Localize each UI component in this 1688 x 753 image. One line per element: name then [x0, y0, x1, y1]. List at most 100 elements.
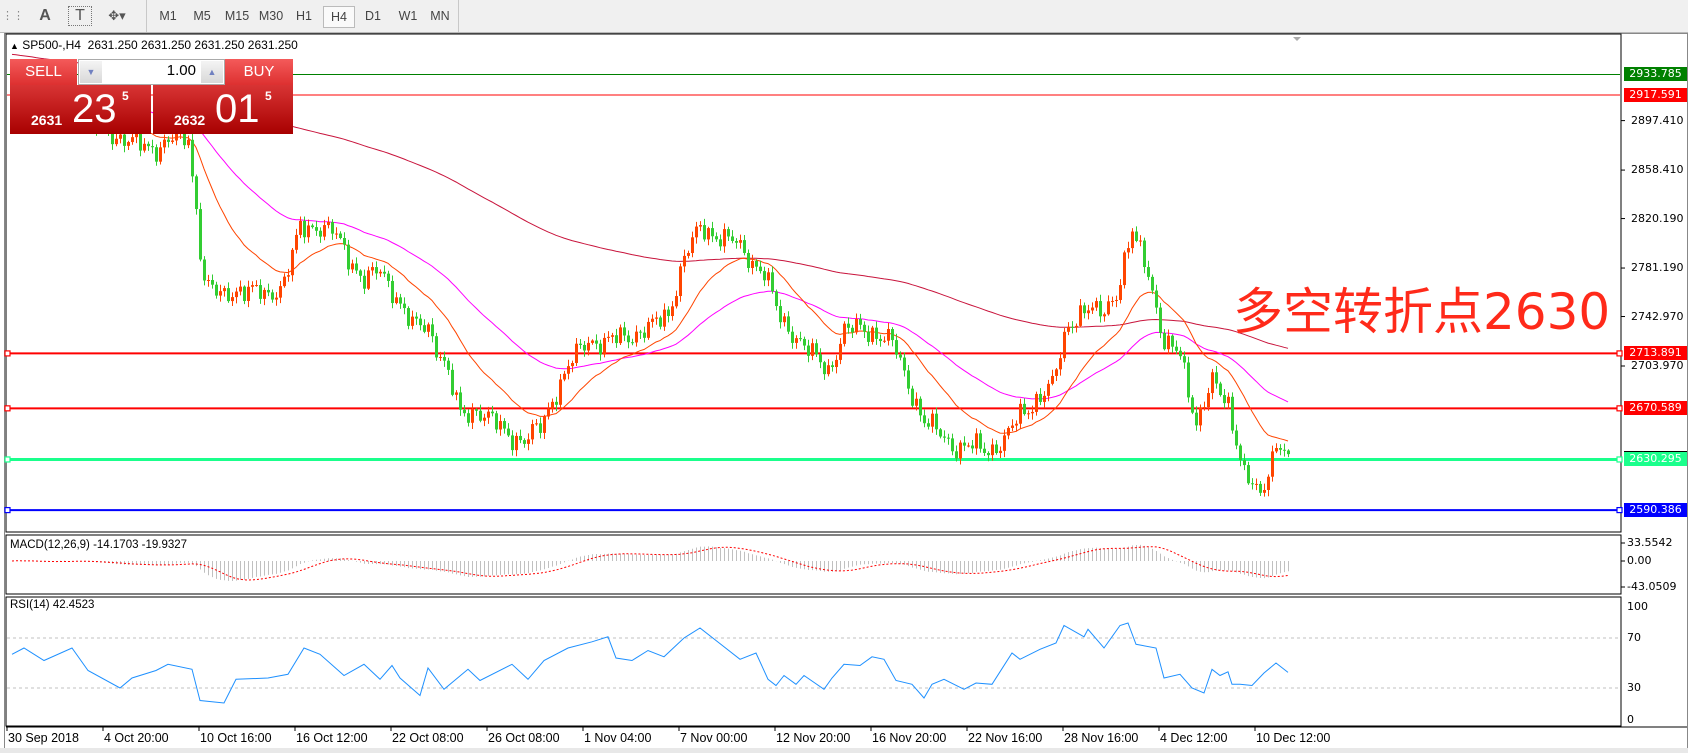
candle-bear [799, 338, 802, 340]
candle-bear [1143, 240, 1146, 268]
candle-bear [1287, 450, 1290, 455]
lot-value[interactable]: 1.00 [166, 62, 196, 79]
candle-bull [651, 318, 654, 322]
candle-bear [867, 331, 870, 342]
pivot-annotation-text[interactable]: 多空转折点2630 [1233, 283, 1611, 341]
lot-decrease-icon[interactable]: ▼ [80, 61, 102, 83]
text-icon[interactable]: A [39, 7, 51, 24]
candle-bear [167, 139, 170, 142]
candle-bear [727, 229, 730, 237]
candle-bull [131, 137, 134, 143]
timeframe-m1[interactable]: M1 [159, 9, 177, 23]
timeframe-m5[interactable]: M5 [193, 9, 211, 23]
candle-bull [1255, 483, 1258, 485]
candle-bear [851, 327, 854, 333]
candle-bear [155, 147, 158, 162]
candle-bear [183, 127, 186, 146]
timeframe-m15[interactable]: M15 [224, 9, 250, 23]
rsi-axis-label: 70 [1627, 631, 1641, 644]
sell-price-prefix: 2631 [31, 112, 63, 128]
candle-bull [1079, 305, 1082, 326]
timeframe-m30[interactable]: M30 [258, 9, 284, 23]
timeframe-h1[interactable]: H1 [296, 9, 312, 23]
candle-bull [751, 260, 754, 268]
candle-bear [467, 413, 470, 423]
level-price-label[interactable]: 2590.386 [1624, 503, 1687, 518]
level-price-label[interactable]: 2933.785 [1624, 67, 1687, 82]
candle-bull [591, 340, 594, 343]
price-axis-label: 2703.970 [1631, 358, 1684, 372]
candle-bull [1095, 301, 1098, 308]
candle-bear [495, 413, 498, 430]
candle-bear [271, 292, 274, 300]
buy-price-box[interactable]: 2632 01 5 [153, 85, 293, 134]
candle-bear [479, 410, 482, 421]
price-axis-label: 2858.410 [1631, 163, 1684, 177]
ohlc-values: 2631.250 2631.250 2631.250 2631.250 [87, 38, 298, 52]
candle-bull [379, 271, 382, 274]
candle-bull [663, 309, 666, 327]
candle-bear [1251, 483, 1254, 485]
candle-bull [1131, 231, 1134, 249]
candle-bull [795, 338, 798, 343]
candle-bear [139, 131, 142, 151]
timeframe-d1[interactable]: D1 [365, 9, 381, 23]
candle-bull [411, 316, 414, 326]
level-price-label[interactable]: 2713.891 [1624, 346, 1687, 361]
candle-bull [439, 356, 442, 358]
candle-bull [487, 411, 490, 418]
candle-bear [1151, 276, 1154, 291]
timeframe-w1[interactable]: W1 [398, 9, 418, 23]
candle-bear [407, 308, 410, 326]
candle-bear [803, 338, 806, 346]
shapes-icon[interactable]: ✥▾ [108, 8, 126, 23]
candle-bear [1183, 356, 1186, 363]
candle-bull [839, 343, 842, 360]
candle-bear [227, 288, 230, 302]
grid-menu-icon[interactable]: ⋮⋮ [2, 10, 24, 22]
sell-price-box[interactable]: 2631 23 5 [10, 85, 151, 134]
level-price-label[interactable]: 2630.295 [1624, 452, 1687, 467]
timeframe-mn[interactable]: MN [430, 9, 450, 23]
timeframe-h4[interactable]: H4 [323, 6, 355, 28]
sell-button[interactable]: SELL [10, 59, 77, 85]
candle-bull [1207, 393, 1210, 408]
candle-bear [631, 342, 634, 344]
candle-bull [567, 366, 570, 374]
candle-bull [231, 297, 234, 302]
candle-bear [715, 236, 718, 240]
buy-button[interactable]: BUY [225, 59, 293, 85]
lot-increase-icon[interactable]: ▲ [201, 61, 223, 83]
candle-bull [483, 417, 486, 421]
candle-bear [903, 357, 906, 371]
level-price-label[interactable]: 2670.589 [1624, 401, 1687, 416]
candle-bull [471, 409, 474, 423]
candle-bull [695, 226, 698, 238]
candle-bull [219, 291, 222, 296]
text-label-icon[interactable]: T [68, 6, 92, 26]
candle-bull [1275, 448, 1278, 452]
candle-bear [743, 240, 746, 253]
candle-bear [1247, 465, 1250, 484]
candle-bear [343, 238, 346, 245]
candle-bull [159, 147, 162, 162]
candle-bear [1195, 412, 1198, 426]
candle-bear [719, 239, 722, 247]
candle-bear [1163, 332, 1166, 350]
candle-bear [943, 436, 946, 438]
candle-bull [1059, 358, 1062, 370]
candle-bear [199, 209, 202, 260]
candle-bull [171, 140, 174, 142]
candle-bear [923, 415, 926, 424]
candle-bear [375, 267, 378, 274]
candle-bear [419, 318, 422, 326]
collapse-triangle-icon[interactable]: ▲ [10, 41, 19, 51]
lot-size-field[interactable]: ▼ 1.00 ▲ [78, 59, 225, 85]
main-pane-border [5, 33, 1622, 533]
candle-bull [367, 270, 370, 289]
candle-bull [283, 276, 286, 287]
level-price-label[interactable]: 2917.591 [1624, 87, 1687, 102]
time-axis-label: 10 Oct 16:00 [200, 731, 272, 745]
candle-bear [983, 448, 986, 453]
candle-bull [1055, 369, 1058, 376]
